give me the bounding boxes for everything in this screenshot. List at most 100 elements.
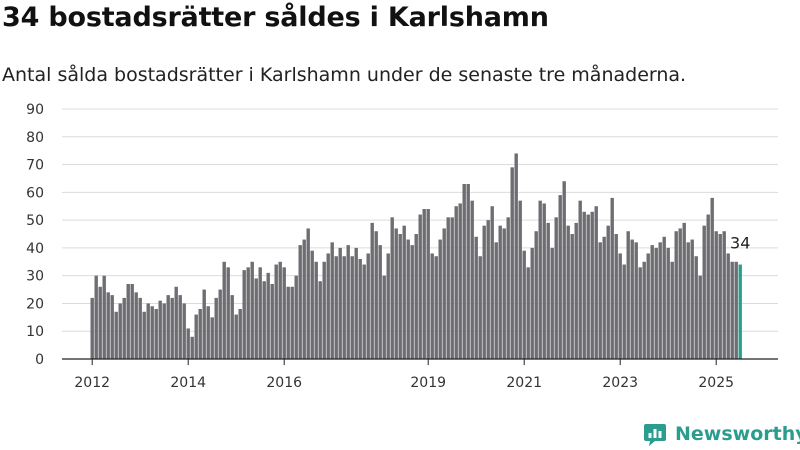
bar [182, 303, 186, 359]
bar [250, 261, 254, 359]
bar [470, 200, 474, 359]
bar [542, 203, 546, 359]
chart-title: 34 bostadsrätter såldes i Karlshamn [2, 2, 549, 33]
bar [270, 284, 274, 359]
bar [694, 256, 698, 359]
bar [618, 253, 622, 359]
bars [90, 153, 742, 359]
y-tick-label: 50 [26, 213, 44, 229]
bar [466, 184, 470, 359]
y-tick-label: 70 [26, 158, 44, 174]
x-tick-label: 2016 [266, 375, 302, 391]
bar [478, 256, 482, 359]
x-tick-label: 2023 [602, 375, 638, 391]
bar [398, 234, 402, 359]
bar [686, 242, 690, 359]
bar [174, 286, 178, 359]
bar [202, 289, 206, 359]
bar [390, 217, 394, 359]
bar [726, 253, 730, 359]
bar [130, 284, 134, 359]
bar [426, 209, 430, 359]
bar [262, 281, 266, 359]
bar [242, 270, 246, 359]
bar [418, 214, 422, 359]
bar [446, 217, 450, 359]
y-tick-label: 10 [26, 324, 44, 340]
bar [582, 211, 586, 359]
bar [610, 197, 614, 359]
y-tick-label: 80 [26, 130, 44, 146]
bar [406, 239, 410, 359]
bar [206, 306, 210, 359]
bar [302, 239, 306, 359]
bar [718, 234, 722, 359]
bar [122, 297, 126, 359]
bar [614, 234, 618, 359]
bar [574, 222, 578, 359]
bar [586, 214, 590, 359]
bar [598, 242, 602, 359]
bar [650, 245, 654, 359]
bar [526, 267, 530, 359]
bar [570, 234, 574, 359]
bar [150, 306, 154, 359]
bar [374, 231, 378, 359]
bar [118, 303, 122, 359]
bar [362, 264, 366, 359]
brand-name: Newsworthy [675, 423, 800, 445]
bar [178, 295, 182, 359]
bar [306, 228, 310, 359]
bar [386, 253, 390, 359]
bar [238, 309, 242, 359]
bar [346, 245, 350, 359]
bar [282, 267, 286, 359]
bar [550, 247, 554, 359]
bar [678, 228, 682, 359]
bar [210, 317, 214, 359]
bar [370, 222, 374, 359]
bar [630, 239, 634, 359]
bar [538, 200, 542, 359]
newsworthy-logo: Newsworthy [643, 420, 800, 448]
bar [510, 167, 514, 359]
bar [674, 231, 678, 359]
bar [710, 197, 714, 359]
bar [230, 295, 234, 359]
bar [482, 225, 486, 359]
bar [518, 200, 522, 359]
x-tick-label: 2012 [74, 375, 110, 391]
bar [714, 231, 718, 359]
bar [658, 242, 662, 359]
bar [94, 275, 98, 359]
bar [498, 225, 502, 359]
bar [734, 261, 738, 359]
bar [106, 292, 110, 359]
bar [326, 253, 330, 359]
bar [530, 247, 534, 359]
bar [134, 292, 138, 359]
bar [338, 247, 342, 359]
bar [494, 242, 498, 359]
bar [314, 261, 318, 359]
bar [142, 311, 146, 359]
x-tick-label: 2019 [410, 375, 446, 391]
bar [290, 286, 294, 359]
bar [690, 239, 694, 359]
bar [394, 228, 398, 359]
bar [662, 236, 666, 359]
bar [622, 264, 626, 359]
bar [654, 247, 658, 359]
x-tick-label: 2025 [698, 375, 734, 391]
bar [702, 225, 706, 359]
bar [366, 253, 370, 359]
bar [506, 217, 510, 359]
bar [646, 253, 650, 359]
bar [638, 267, 642, 359]
bar [258, 267, 262, 359]
y-tick-label: 90 [26, 102, 44, 118]
bar [110, 295, 114, 359]
bar [126, 284, 130, 359]
bar [166, 295, 170, 359]
bar [330, 242, 334, 359]
